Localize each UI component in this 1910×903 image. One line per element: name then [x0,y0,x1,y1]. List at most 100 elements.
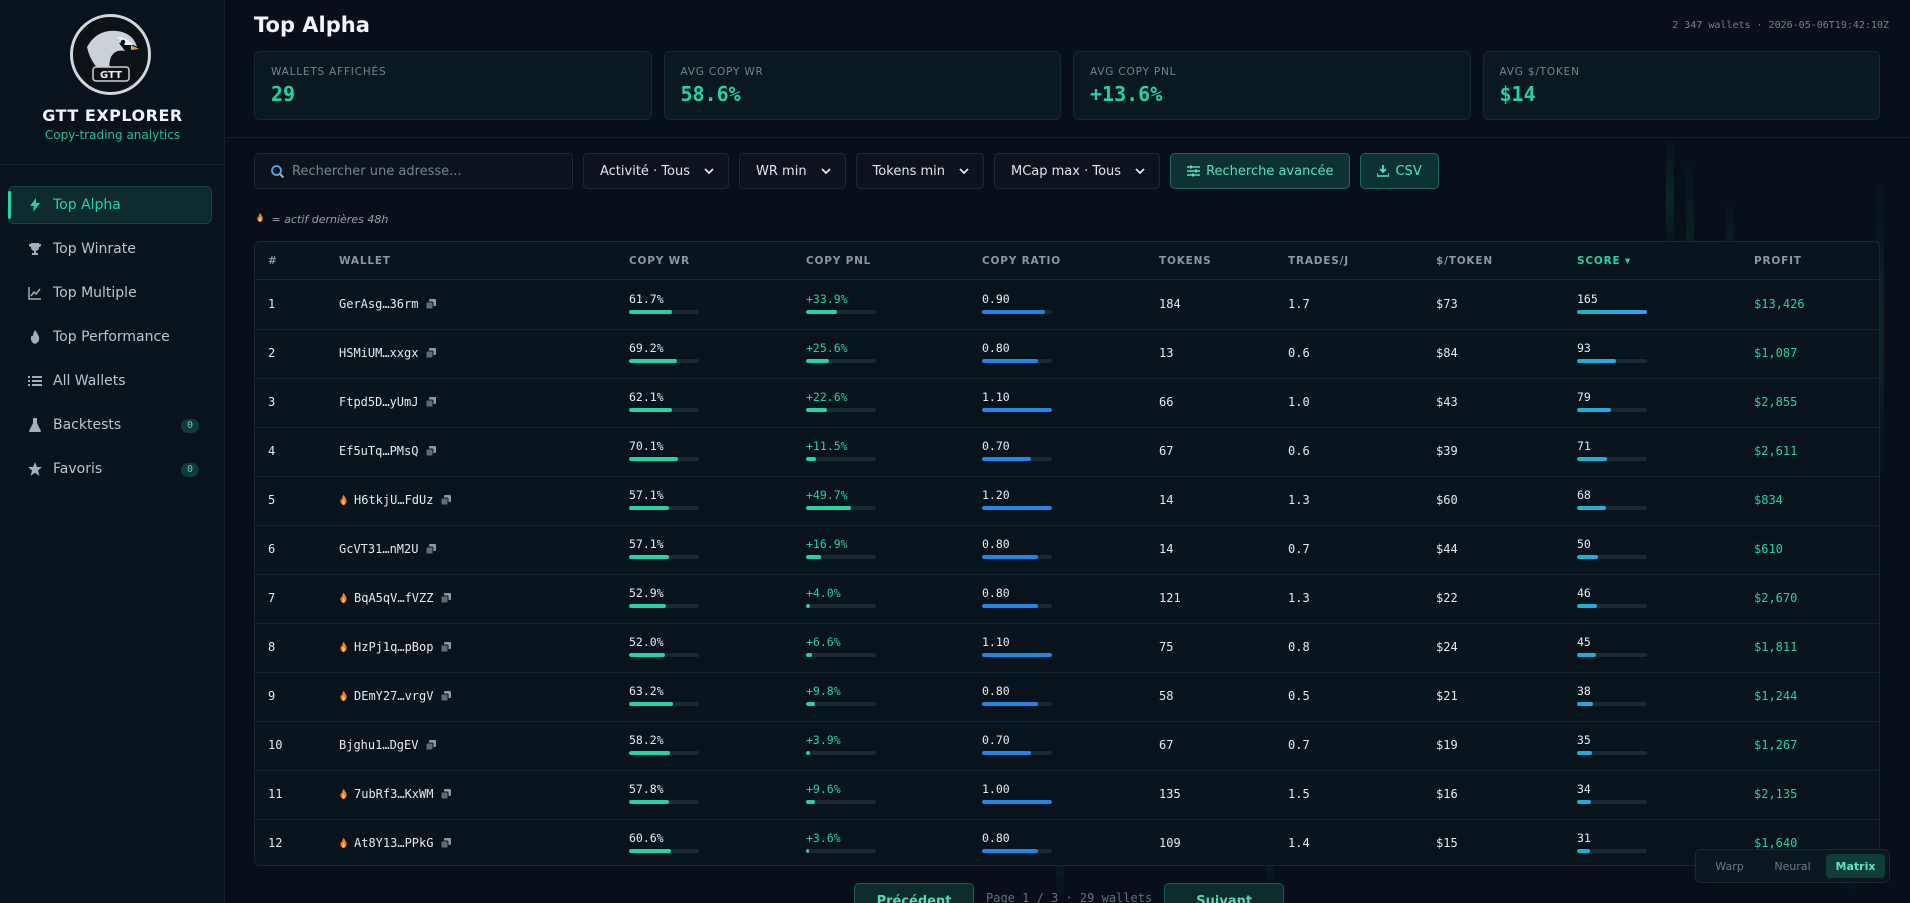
score-bar [1577,457,1647,461]
score-value: 68 [1577,488,1591,502]
chart-line-icon [27,285,43,301]
copy-icon[interactable] [441,838,452,848]
rank-cell: 3 [268,395,276,409]
score-value: 46 [1577,586,1591,600]
wallet-address[interactable]: BqA5qV…fVZZ [354,591,434,605]
copy-icon[interactable] [426,299,437,309]
copy-ratio-bar [982,604,1052,608]
col-header-trades-per-day[interactable]: TRADES/J [1288,255,1349,267]
profit-cell: $2,855 [1754,395,1798,409]
activity-select[interactable]: Activité · Tous [583,153,730,189]
copy-icon[interactable] [426,348,437,358]
wallet-cell[interactable]: BqA5qV…fVZZ [339,591,452,605]
copy-icon[interactable] [441,691,452,701]
wallet-cell[interactable]: 7ubRf3…KxWM [339,787,452,801]
table-row[interactable]: 7 BqA5qV…fVZZ 52.9% +4.0% 0.80 121 1.3 $22 46 $2,… [255,575,1879,624]
sidebar-item-backtests[interactable]: Backtests 0 [8,406,212,444]
table-row[interactable]: 6 GcVT31…nM2U 57.1% +16.9% 0.80 14 0.7 $44 50 $61… [255,526,1879,575]
profit-cell: $834 [1754,493,1783,507]
table-row[interactable]: 10 Bjghu1…DgEV 58.2% +3.9% 0.70 67 0.7 $19 35 $1,… [255,722,1879,771]
search-input[interactable]: Rechercher une adresse... [254,153,573,189]
sidebar-item-top-winrate[interactable]: Top Winrate [8,230,212,268]
wallet-address[interactable]: Ef5uTq…PMsQ [339,444,419,458]
wallet-cell[interactable]: HSMiUM…xxgx [339,346,437,360]
mcap-max-select[interactable]: MCap max · Tous [994,153,1161,189]
tokens-min-select[interactable]: Tokens min [855,153,984,189]
wallet-address[interactable]: 7ubRf3…KxWM [354,787,434,801]
tokens-cell: 109 [1159,836,1181,850]
table-row[interactable]: 11 7ubRf3…KxWM 57.8% +9.6% 1.00 135 1.5 $16 34 $2… [255,771,1879,820]
next-page-button[interactable]: Suivant [1164,883,1285,903]
wallet-address[interactable]: DEmY27…vrgV [354,689,434,703]
col-header-per-token[interactable]: $/TOKEN [1436,255,1493,267]
col-header-tokens[interactable]: TOKENS [1159,255,1212,267]
wallet-address[interactable]: H6tkjU…FdUz [354,493,434,507]
wallet-address[interactable]: HzPj1q…pBop [354,640,434,654]
eagle-logo[interactable]: GTT [70,14,151,95]
wallet-address[interactable]: At8Y13…PPkG [354,836,434,850]
wallet-address[interactable]: Bjghu1…DgEV [339,738,419,752]
table-row[interactable]: 5 H6tkjU…FdUz 57.1% +49.7% 1.20 14 1.3 $60 68 $83… [255,477,1879,526]
copy-wr-cell: 61.7% [629,292,699,314]
copy-icon[interactable] [426,740,437,750]
previous-page-button[interactable]: Précédent [854,883,974,903]
rank-cell: 5 [268,493,276,507]
wallet-cell[interactable]: At8Y13…PPkG [339,836,452,850]
copy-icon[interactable] [426,397,437,407]
table-row[interactable]: 12 At8Y13…PPkG 60.6% +3.6% 0.80 109 1.4 $15 31 $1… [255,820,1879,865]
col-header-copy-pnl[interactable]: COPY PNL [806,255,872,267]
wallet-cell[interactable]: GerAsg…36rm [339,297,437,311]
table-row[interactable]: 9 DEmY27…vrgV 63.2% +9.8% 0.80 58 0.5 $21 38 $1,2… [255,673,1879,722]
sidebar-item-top-alpha[interactable]: Top Alpha [8,186,212,224]
wallet-cell[interactable]: Ef5uTq…PMsQ [339,444,437,458]
table-row[interactable]: 3 Ftpd5D…yUmJ 62.1% +22.6% 1.10 66 1.0 $43 79 $2,… [255,379,1879,428]
col-header-copy-ratio[interactable]: COPY RATIO [982,255,1061,267]
col-header-score[interactable]: SCORE ▾ [1577,255,1631,267]
wallet-cell[interactable]: Ftpd5D…yUmJ [339,395,437,409]
profit-cell: $13,426 [1754,297,1805,311]
wallet-cell[interactable]: GcVT31…nM2U [339,542,437,556]
col-header-wallet[interactable]: WALLET [339,255,391,267]
wallet-cell[interactable]: Bjghu1…DgEV [339,738,437,752]
rank-cell: 10 [268,738,283,752]
wallet-address[interactable]: GcVT31…nM2U [339,542,419,556]
sidebar-item-top-performance[interactable]: Top Performance [8,318,212,356]
stat-label: AVG $/TOKEN [1499,66,1580,78]
copy-icon[interactable] [426,446,437,456]
col-header-copy-wr[interactable]: COPY WR [629,255,690,267]
table-row[interactable]: 1 GerAsg…36rm 61.7% +33.9% 0.90 184 1.7 $73 165 $… [255,281,1879,330]
col-header-profit[interactable]: PROFIT [1754,255,1802,267]
sidebar-item-all-wallets[interactable]: All Wallets [8,362,212,400]
table-row[interactable]: 8 HzPj1q…pBop 52.0% +6.6% 1.10 75 0.8 $24 45 $1,8… [255,624,1879,673]
copy-pnl-bar [806,604,876,608]
copy-pnl-cell: +16.9% [806,537,876,559]
score-value: 35 [1577,733,1591,747]
bg-mode-matrix[interactable]: Matrix [1826,854,1885,878]
copy-icon[interactable] [441,495,452,505]
wr-min-select[interactable]: WR min [739,153,846,189]
copy-pnl-cell: +22.6% [806,390,876,412]
copy-icon[interactable] [441,789,452,799]
copy-ratio-cell: 0.80 [982,684,1052,706]
wallet-address[interactable]: GerAsg…36rm [339,297,419,311]
bg-mode-neural[interactable]: Neural [1774,859,1811,873]
wallet-address[interactable]: HSMiUM…xxgx [339,346,419,360]
sidebar-item-favoris[interactable]: Favoris 0 [8,450,212,488]
score-value: 34 [1577,782,1591,796]
rank-cell: 1 [268,297,276,311]
copy-icon[interactable] [441,593,452,603]
copy-icon[interactable] [441,642,452,652]
wallet-address[interactable]: Ftpd5D…yUmJ [339,395,419,409]
csv-export-button[interactable]: CSV [1360,153,1439,189]
wallet-cell[interactable]: DEmY27…vrgV [339,689,452,703]
advanced-search-button[interactable]: Recherche avancée [1170,153,1351,189]
sidebar-item-top-multiple[interactable]: Top Multiple [8,274,212,312]
wallet-cell[interactable]: H6tkjU…FdUz [339,493,452,507]
trades-per-day-cell: 0.6 [1288,346,1310,360]
table-row[interactable]: 2 HSMiUM…xxgx 69.2% +25.6% 0.80 13 0.6 $84 93 $1,… [255,330,1879,379]
table-row[interactable]: 4 Ef5uTq…PMsQ 70.1% +11.5% 0.70 67 0.6 $39 71 $2,… [255,428,1879,477]
bg-mode-warp[interactable]: Warp [1715,859,1744,873]
wallet-cell[interactable]: HzPj1q…pBop [339,640,452,654]
copy-icon[interactable] [426,544,437,554]
score-bar [1577,604,1647,608]
